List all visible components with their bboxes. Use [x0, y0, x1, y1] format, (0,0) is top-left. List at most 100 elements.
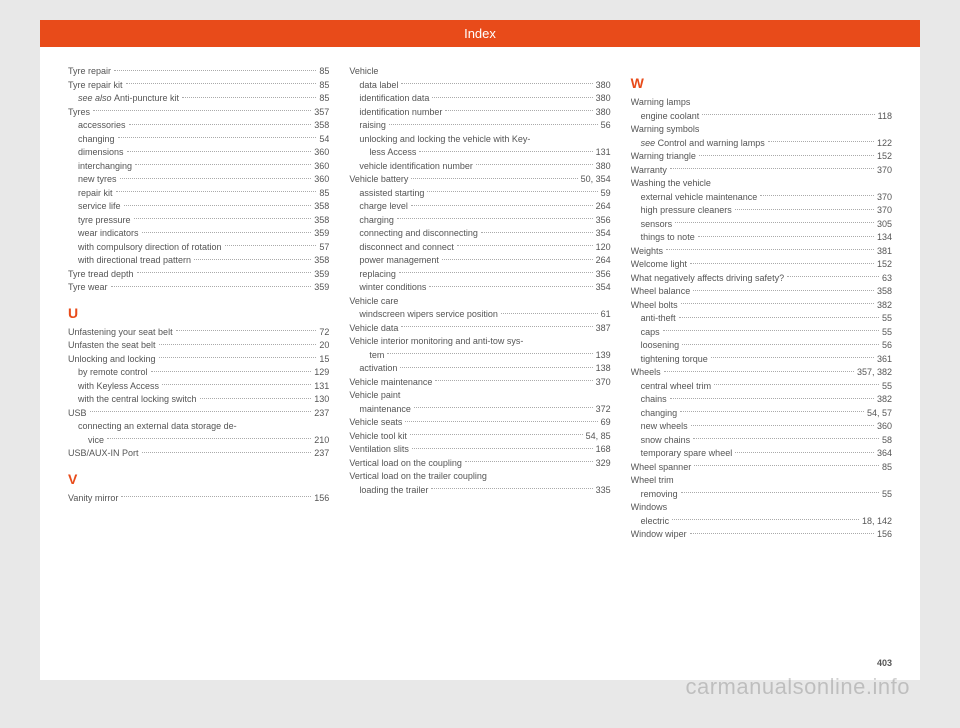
entry-page: 130 — [314, 393, 329, 407]
index-entry: Vehicle seats69 — [349, 416, 610, 430]
leader-dots — [682, 339, 879, 345]
leader-dots — [693, 285, 874, 291]
entry-page: 387 — [596, 322, 611, 336]
index-entry: assisted starting59 — [349, 187, 610, 201]
entry-page: 69 — [601, 416, 611, 430]
index-entry: Vehicle maintenance370 — [349, 376, 610, 390]
index-entry: Tyre wear 359 — [68, 281, 329, 295]
entry-page: 370 — [877, 204, 892, 218]
index-entry: identification data380 — [349, 92, 610, 106]
entry-page: 129 — [314, 366, 329, 380]
leader-dots — [427, 187, 597, 193]
entry-label: USB — [68, 407, 87, 421]
leader-dots — [419, 146, 592, 152]
entry-page: 54 — [319, 133, 329, 147]
entry-page: 55 — [882, 326, 892, 340]
entry-label: loosening — [641, 339, 680, 353]
entry-label: disconnect and connect — [359, 241, 454, 255]
index-entry: Ventilation slits168 — [349, 443, 610, 457]
index-entry: Vehicle data387 — [349, 322, 610, 336]
leader-dots — [442, 254, 593, 260]
entry-page: 131 — [314, 380, 329, 394]
entry-page: 139 — [596, 349, 611, 363]
entry-label: connecting and disconnecting — [359, 227, 478, 241]
entry-label: tem — [369, 349, 384, 363]
index-entry: identification number380 — [349, 106, 610, 120]
entry-page: 85 — [319, 79, 329, 93]
index-entry: engine coolant118 — [631, 110, 892, 124]
index-entry: removing55 — [631, 488, 892, 502]
entry-label: assisted starting — [359, 187, 424, 201]
index-entry: with compulsory direction of rotation57 — [68, 241, 329, 255]
entry-page: 359 — [314, 281, 329, 295]
leader-dots — [129, 119, 312, 125]
leader-dots — [768, 137, 874, 143]
index-entry: What negatively affects driving safety? 6… — [631, 272, 892, 286]
entry-label: Vehicle battery — [349, 173, 408, 187]
entry-label: Tyre wear — [68, 281, 108, 295]
entry-label: Wheel bolts — [631, 299, 678, 313]
index-entry: electric18, 142 — [631, 515, 892, 529]
index-entry: USB237 — [68, 407, 329, 421]
entry-page: 358 — [314, 254, 329, 268]
entry-label: Tyre repair — [68, 65, 111, 79]
index-entry: Unlocking and locking15 — [68, 353, 329, 367]
leader-dots — [429, 281, 592, 287]
index-entry: connecting an external data storage de- — [68, 420, 329, 434]
entry-page: 360 — [877, 420, 892, 434]
index-entry: activation138 — [349, 362, 610, 376]
index-entry: Wheel trim — [631, 474, 892, 488]
index-entry: winter conditions354 — [349, 281, 610, 295]
index-column: WWarning lampsengine coolant118Warning s… — [631, 65, 892, 542]
entry-page: 63 — [882, 272, 892, 286]
entry-label: maintenance — [359, 403, 411, 417]
index-entry: Warranty370 — [631, 164, 892, 178]
entry-page: 156 — [877, 528, 892, 542]
entry-label: electric — [641, 515, 670, 529]
section-letter: U — [68, 303, 329, 324]
leader-dots — [711, 353, 874, 359]
entry-page: 120 — [596, 241, 611, 255]
entry-label: What negatively affects driving safety? — [631, 272, 784, 286]
leader-dots — [670, 164, 874, 170]
entry-page: 56 — [882, 339, 892, 353]
index-entry: less Access131 — [349, 146, 610, 160]
entry-label: Wheel spanner — [631, 461, 692, 475]
entry-page: 359 — [314, 227, 329, 241]
entry-label: Warning symbols — [631, 123, 700, 137]
leader-dots — [397, 214, 593, 220]
entry-page: 131 — [596, 146, 611, 160]
leader-dots — [481, 227, 593, 233]
leader-dots — [681, 488, 879, 494]
entry-page: 356 — [596, 214, 611, 228]
leader-dots — [399, 268, 593, 274]
index-entry: disconnect and connect 120 — [349, 241, 610, 255]
index-entry: Unfastening your seat belt72 — [68, 326, 329, 340]
entry-page: 358 — [314, 119, 329, 133]
entry-page: 61 — [601, 308, 611, 322]
index-entry: changing54, 57 — [631, 407, 892, 421]
index-entry: caps55 — [631, 326, 892, 340]
entry-label: raising — [359, 119, 386, 133]
entry-page: 380 — [596, 92, 611, 106]
entry-label: Warranty — [631, 164, 667, 178]
entry-page: 54, 85 — [586, 430, 611, 444]
entry-label: charge level — [359, 200, 408, 214]
leader-dots — [135, 160, 311, 166]
entry-page: 358 — [314, 214, 329, 228]
entry-label: Ventilation slits — [349, 443, 409, 457]
entry-label: Vehicle paint — [349, 389, 400, 403]
index-entry: Warning symbols — [631, 123, 892, 137]
entry-page: 357 — [314, 106, 329, 120]
index-entry: raising56 — [349, 119, 610, 133]
entry-label: Unlocking and locking — [68, 353, 156, 367]
entry-page: 305 — [877, 218, 892, 232]
entry-label: accessories — [78, 119, 126, 133]
entry-page: 356 — [596, 268, 611, 282]
index-entry: Vehicle battery50, 354 — [349, 173, 610, 187]
index-entry: maintenance372 — [349, 403, 610, 417]
entry-page: 210 — [314, 434, 329, 448]
index-entry: tyre pressure358 — [68, 214, 329, 228]
index-entry: connecting and disconnecting354 — [349, 227, 610, 241]
index-entry: accessories 358 — [68, 119, 329, 133]
